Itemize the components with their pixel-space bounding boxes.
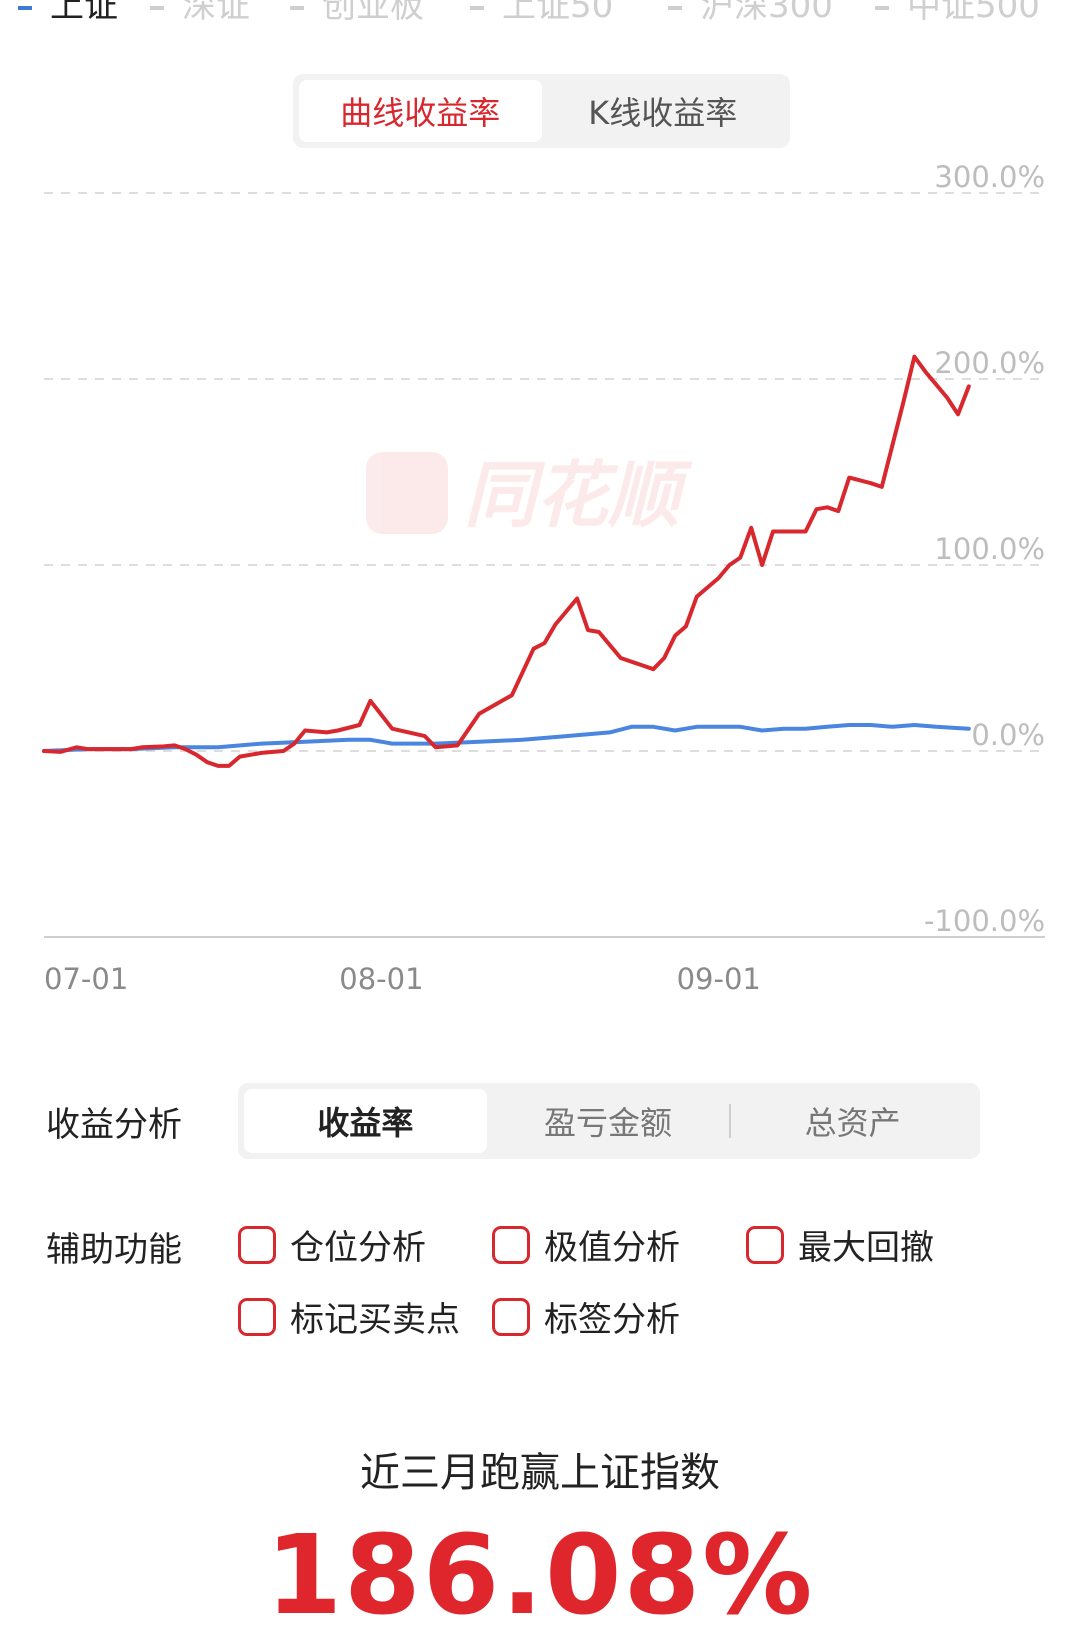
checkbox-icon[interactable] [238,1225,276,1264]
watermark-logo-icon [366,452,448,534]
y-tick-label: 0.0% [971,718,1045,752]
index-tab-label: 创业板 [322,0,424,26]
x-tick-label: 07-01 [44,962,128,996]
legend-line-icon [18,5,32,10]
y-tick-label: -100.0% [924,904,1045,938]
chart-series [42,354,971,768]
summary-title: 近三月跑赢上证指数 [360,1450,720,1496]
checkbox-label: 标记买卖点 [290,1300,460,1340]
y-tick-label: 100.0% [934,532,1045,566]
analysis-toggle: 收益率 盈亏金额 总资产 [238,1083,980,1159]
index-tab-label: 上证50 [502,0,614,26]
x-tick-label: 08-01 [339,962,423,996]
checkbox-position-analysis[interactable]: 仓位分析 [238,1220,426,1269]
checkbox-label: 仓位分析 [290,1228,426,1268]
index-tab-bar: 上证 深证 创业板 上证50 沪深300 中证500 [0,0,1080,26]
chart-grid [44,192,1045,938]
index-tab-csi300[interactable]: 沪深300 [668,0,833,27]
index-tab-chinext[interactable]: 创业板 [290,0,424,27]
checkbox-icon[interactable] [492,1225,530,1264]
y-axis-ticks: 300.0% 200.0% 100.0% 0.0% -100.0% [924,160,1045,938]
watermark-logo: 同花顺 [366,452,693,537]
series-line-account [42,354,971,768]
watermark-text: 同花顺 [464,453,693,537]
index-tab-label: 深证 [182,0,250,26]
summary-value: 186.08% [265,1511,815,1639]
tab-divider [729,1104,732,1138]
legend-line-icon [875,5,889,10]
index-tab-shanghai[interactable]: 上证 [18,0,118,27]
index-tab-label: 沪深300 [700,0,833,26]
checkbox-max-drawdown[interactable]: 最大回撤 [746,1220,934,1269]
return-chart[interactable]: 同花顺 300.0%200.0%100.0%0.0%-100.0% 07-01 0… [0,160,1080,1020]
legend-line-icon [470,5,484,10]
aux-label: 辅助功能 [46,1230,182,1270]
index-tab-shenzhen[interactable]: 深证 [150,0,250,27]
chart-mode-toggle: 曲线收益率 K线收益率 [293,74,790,148]
x-tick-label: 09-01 [677,962,761,996]
legend-line-icon [668,5,682,10]
y-tick-label: 200.0% [934,346,1045,380]
series-line-index [42,723,971,753]
checkbox-label: 标签分析 [544,1300,680,1340]
tab-return-rate[interactable]: 收益率 [244,1089,487,1153]
legend-line-icon [290,5,304,10]
checkbox-label: 最大回撤 [798,1228,934,1268]
index-tab-label: 中证500 [907,0,1040,26]
checkbox-icon[interactable] [238,1297,276,1336]
legend-line-icon [150,5,164,10]
x-axis-ticks: 07-01 08-01 09-01 [44,962,761,996]
tab-total-assets[interactable]: 总资产 [804,1104,901,1142]
tab-profit-amount[interactable]: 盈亏金额 [544,1104,673,1142]
y-tick-label: 300.0% [934,160,1045,194]
checkbox-icon[interactable] [746,1225,784,1264]
analysis-label: 收益分析 [46,1105,182,1145]
checkbox-tag-analysis[interactable]: 标签分析 [492,1292,680,1341]
index-tab-label: 上证 [50,0,118,26]
index-tab-csi500[interactable]: 中证500 [875,0,1040,27]
tab-curve-return[interactable]: 曲线收益率 [299,80,542,142]
index-tab-sse50[interactable]: 上证50 [470,0,613,27]
checkbox-extreme-analysis[interactable]: 极值分析 [492,1220,680,1269]
tab-kline-return[interactable]: K线收益率 [588,94,738,132]
checkbox-icon[interactable] [492,1297,530,1336]
checkbox-label: 极值分析 [544,1228,680,1268]
checkbox-mark-trades[interactable]: 标记买卖点 [238,1292,460,1341]
